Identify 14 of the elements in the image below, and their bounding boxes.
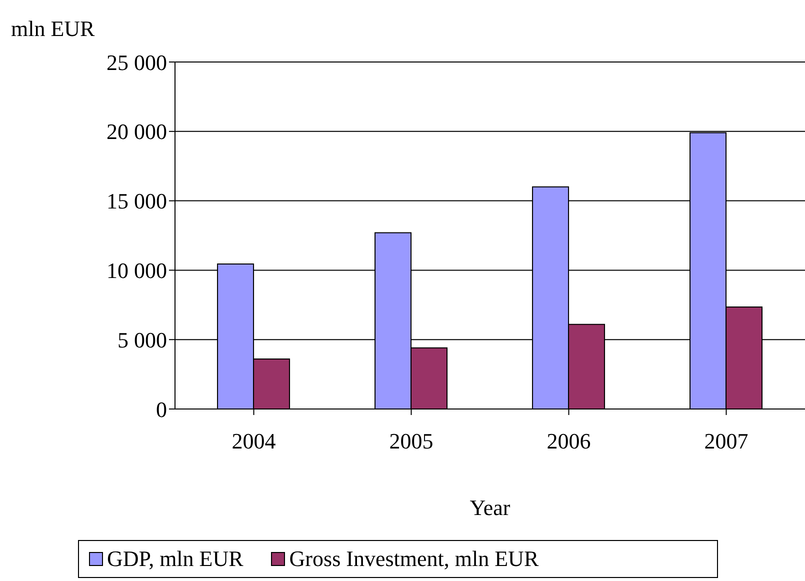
x-axis-title: Year bbox=[470, 495, 511, 520]
x-tick-label: 2005 bbox=[389, 428, 434, 454]
y-axis-title: mln EUR bbox=[11, 16, 95, 42]
legend-label: Gross Investment, mln EUR bbox=[289, 546, 539, 572]
y-tick-label: 20 000 bbox=[106, 119, 167, 144]
x-tick-label: 2006 bbox=[546, 428, 591, 454]
y-tick-label: 5 000 bbox=[118, 327, 167, 352]
x-tick-label: 2007 bbox=[704, 428, 748, 454]
y-tick-label: 0 bbox=[156, 396, 167, 422]
x-tick-label: 2004 bbox=[232, 428, 276, 454]
legend-label: GDP, mln EUR bbox=[107, 546, 244, 572]
y-tick-label: 10 000 bbox=[106, 258, 167, 284]
y-tick-label: 25 000 bbox=[106, 50, 167, 75]
y-tick-label: 15 000 bbox=[106, 188, 167, 214]
